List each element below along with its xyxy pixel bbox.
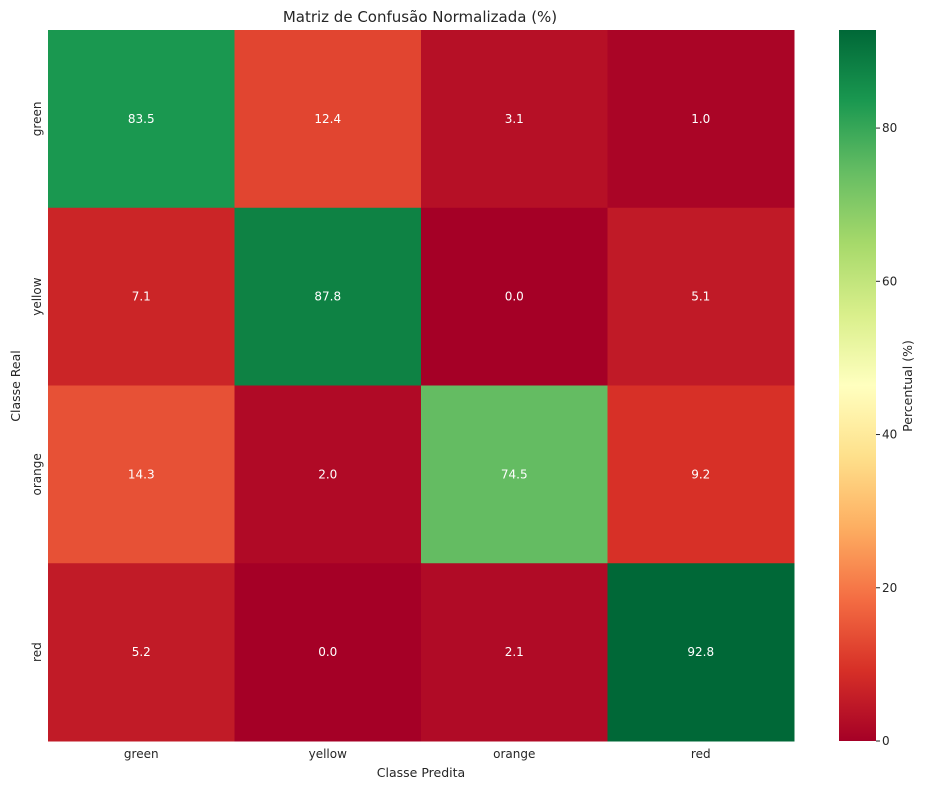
colorbar-ticks: 0 20 40 60 80 [876, 121, 897, 748]
cell-value-label: 2.0 [318, 467, 337, 481]
cell-value-label: 7.1 [132, 290, 151, 304]
heatmap-cell [421, 563, 608, 742]
cell-value-label: 5.1 [691, 290, 710, 304]
heatmap-cell [421, 207, 608, 386]
cell-value-label: 83.5 [128, 112, 155, 126]
heatmap-cell [607, 385, 795, 564]
colorbar-tick-label: 40 [882, 428, 897, 442]
heatmap-cell [48, 207, 235, 386]
cell-value-label: 14.3 [128, 467, 155, 481]
cell-value-label: 87.8 [314, 290, 341, 304]
cell-value-label: 2.1 [505, 645, 524, 659]
x-axis-ticks: green yellow orange red [124, 747, 711, 761]
x-tick-label: red [691, 747, 711, 761]
colorbar-tick-label: 80 [882, 121, 897, 135]
colorbar-tick-label: 0 [882, 734, 890, 748]
y-axis-label: Classe Real [8, 350, 23, 422]
cell-value-label: 92.8 [687, 645, 714, 659]
y-axis-ticks: green yellow orange red [30, 102, 44, 662]
heatmap-cell [234, 385, 422, 564]
heatmap-cell [48, 385, 235, 564]
colorbar-tick-label: 20 [882, 581, 897, 595]
cell-value-label: 12.4 [314, 112, 341, 126]
x-tick-label: green [124, 747, 159, 761]
heatmap-cell [607, 30, 795, 209]
heatmap-cell [234, 563, 422, 742]
heatmap-cell [234, 207, 422, 386]
colorbar-label: Percentual (%) [900, 340, 915, 432]
heatmap-cells: 83.5 12.4 3.1 1.0 7.1 87.8 0.0 5.1 14.3 2.0 74.5 9.… [48, 30, 795, 742]
heatmap-cell [421, 385, 608, 564]
chart-title: Matriz de Confusão Normalizada (%) [283, 8, 557, 26]
cell-value-label: 5.2 [132, 645, 151, 659]
colorbar [839, 30, 876, 741]
colorbar-tick-label: 60 [882, 274, 897, 288]
heatmap-cell [48, 563, 235, 742]
y-tick-label: orange [30, 453, 44, 495]
y-tick-label: green [30, 102, 44, 137]
heatmap-cell [607, 563, 795, 742]
cell-value-label: 0.0 [505, 290, 524, 304]
cell-value-label: 0.0 [318, 645, 337, 659]
cell-value-label: 74.5 [501, 467, 528, 481]
heatmap-cell [234, 30, 422, 209]
heatmap-cell [48, 30, 235, 209]
y-tick-label: yellow [30, 277, 44, 315]
cell-value-label: 1.0 [691, 112, 710, 126]
x-tick-label: orange [493, 747, 535, 761]
cell-value-label: 3.1 [505, 112, 524, 126]
heatmap-cell [607, 207, 795, 386]
y-tick-label: red [30, 642, 44, 662]
x-tick-label: yellow [309, 747, 347, 761]
x-axis-label: Classe Predita [377, 765, 465, 780]
heatmap-cell [421, 30, 608, 209]
cell-value-label: 9.2 [691, 467, 710, 481]
